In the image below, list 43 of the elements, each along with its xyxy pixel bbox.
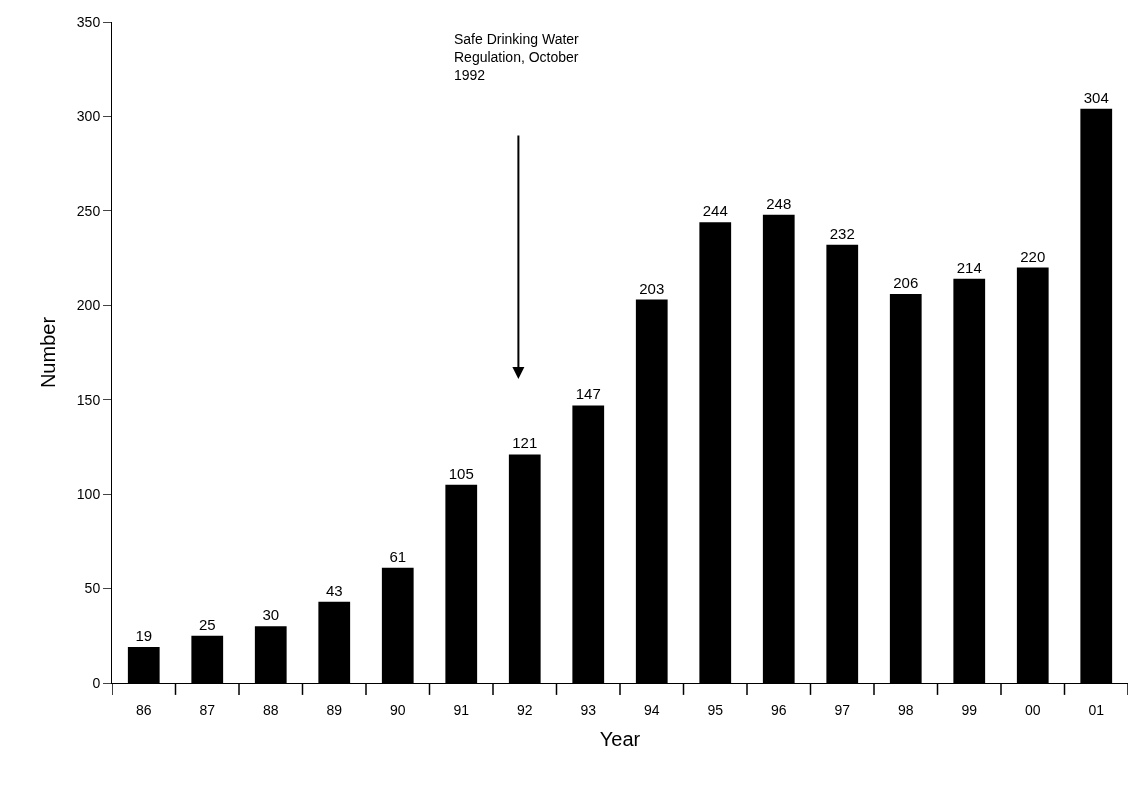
data-label: 232 [829,224,855,242]
x-tick-label: 99 [961,701,978,718]
annotation: Safe Drinking Water Regulation, October 1992 [454,31,580,84]
data-label: 244 [702,202,728,220]
x-tick-label: 86 [135,701,152,718]
x-tick-label: 91 [453,701,470,718]
y-tick-label: 350 [76,13,101,30]
x-tick-label: 89 [326,701,343,718]
data-label: 206 [893,273,919,291]
data-label: 19 [135,627,153,645]
data-label: 121 [512,434,538,452]
x-tick-label: 94 [643,701,660,718]
data-label: 105 [448,464,474,482]
data-label: 25 [198,615,216,633]
y-tick-label: 50 [84,580,101,597]
x-tick-label: 93 [580,701,597,718]
y-tick-label: 0 [92,674,101,691]
data-label: 220 [1020,247,1046,265]
data-label: 30 [262,606,280,624]
x-tick-label: 90 [389,701,406,718]
data-label: 304 [1083,88,1109,106]
y-tick-label: 100 [76,486,101,503]
x-tick-label: 97 [834,701,851,718]
y-tick-label: 200 [76,297,101,314]
x-tick-label: 92 [516,701,533,718]
x-axis-title: Year [599,728,641,751]
x-tick-label: 95 [707,701,724,718]
x-tick-label: 00 [1024,701,1041,718]
y-tick-label: 250 [76,202,101,219]
data-label: 203 [639,279,665,297]
data-label: 43 [325,581,343,599]
data-label: 61 [389,547,407,565]
x-tick-label: 01 [1088,701,1105,718]
x-tick-label: 87 [199,701,216,718]
data-label: 147 [575,385,601,403]
y-tick-label: 300 [76,108,101,125]
x-tick-label: 98 [897,701,914,718]
data-label: 214 [956,258,982,276]
y-tick-label: 150 [76,391,101,408]
x-tick-label: 96 [770,701,787,718]
y-axis-title: Number [37,316,60,389]
x-tick-label: 88 [262,701,279,718]
data-label: 248 [766,194,792,212]
